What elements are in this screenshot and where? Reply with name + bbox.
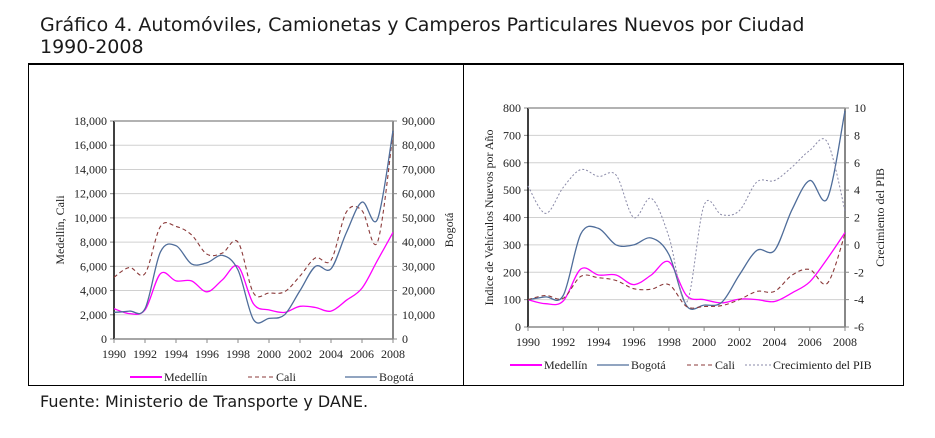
x-tick-label: 2008 [833,335,857,349]
series-line-crecimiento-del-pib [527,138,846,303]
x-tick-label: 1996 [622,335,646,349]
y2-tick-label: -6 [854,320,864,334]
y-tick-label: 200 [503,265,521,279]
figure-title: Gráfico 4. Automóviles, Camionetas y Cam… [40,14,805,58]
y-tick-label: 10,000 [74,211,107,225]
figure-title-line2: 1990-2008 [40,36,144,58]
y-tick-label: 6,000 [80,259,107,273]
x-tick-label: 2006 [350,347,374,361]
y2-tick-label: 90,000 [402,114,435,128]
y-tick-label: 18,000 [74,114,107,128]
x-tick-label: 2000 [257,347,281,361]
x-tick-label: 1992 [551,335,575,349]
source-note: Fuente: Ministerio de Transporte y DANE. [40,392,369,411]
x-tick-label: 1998 [657,335,681,349]
x-tick-label: 1990 [102,347,126,361]
figure-frame [28,63,904,386]
y-tick-label: 4,000 [80,284,107,298]
legend-label: Bogotá [379,370,414,384]
x-tick-label: 2006 [798,335,822,349]
figure-title-line1: Gráfico 4. Automóviles, Camionetas y Cam… [40,14,805,36]
series-line-medell-n [527,232,846,306]
legend-label: Crecimiento del PIB [773,358,872,372]
y-tick-label: 16,000 [74,138,107,152]
y2-tick-label: -4 [854,293,864,307]
y-tick-label: 12,000 [74,187,107,201]
y-tick-label: 300 [503,238,521,252]
y-tick-label: 0 [515,320,521,334]
y2-tick-label: 70,000 [402,162,435,176]
y-tick-label: 700 [503,128,521,142]
y-tick-label: 500 [503,183,521,197]
y2-tick-label: 80,000 [402,138,435,152]
y-tick-label: 8,000 [80,235,107,249]
x-tick-label: 1994 [164,347,188,361]
y2-tick-label: 8 [854,128,860,142]
x-tick-label: 1994 [586,335,610,349]
x-tick-label: 2002 [288,347,312,361]
x-tick-label: 2004 [319,347,343,361]
legend-label: Medellín [164,370,207,384]
y2-tick-label: 50,000 [402,211,435,225]
y-axis-label: Medellín, Cali [53,195,67,265]
y-tick-label: 0 [101,332,107,346]
y-tick-label: 100 [503,293,521,307]
y2-tick-label: 60,000 [402,187,435,201]
y2-tick-label: 0 [854,238,860,252]
y2-tick-label: 4 [854,183,860,197]
x-tick-label: 2002 [727,335,751,349]
y-tick-label: 14,000 [74,162,107,176]
y2-tick-label: 10,000 [402,308,435,322]
series-line-bogot- [527,110,846,310]
y2-tick-label: 10 [854,101,866,115]
series-line-cali [113,133,394,298]
panel-divider [463,63,464,386]
x-tick-label: 1990 [516,335,540,349]
y-tick-label: 800 [503,101,521,115]
y2-tick-label: 40,000 [402,235,435,249]
legend-label: Bogotá [631,358,666,372]
y2-tick-label: -2 [854,265,864,279]
y-tick-label: 2,000 [80,308,107,322]
legend-label: Cali [715,358,736,372]
x-tick-label: 1996 [195,347,219,361]
y2-tick-label: 2 [854,211,860,225]
y-tick-label: 600 [503,156,521,170]
y2-tick-label: 30,000 [402,259,435,273]
legend-label: Cali [276,370,297,384]
y2-tick-label: 6 [854,156,860,170]
x-tick-label: 1998 [226,347,250,361]
y2-tick-label: 20,000 [402,284,435,298]
legend-label: Medellín [544,358,587,372]
y-tick-label: 400 [503,211,521,225]
x-tick-label: 1992 [133,347,157,361]
y2-axis-label: Crecimiento del PIB [873,168,887,267]
x-tick-label: 2008 [381,347,405,361]
x-tick-label: 2004 [763,335,787,349]
x-tick-label: 2000 [692,335,716,349]
y-axis-label: Indice de Vehículos Nuevos por Año [482,129,496,305]
series-line-cali [527,233,846,309]
y2-tick-label: 0 [402,332,408,346]
series-line-bogot- [113,130,394,324]
y2-axis-label: Bogotá [442,212,456,247]
series-line-medell-n [113,232,394,315]
